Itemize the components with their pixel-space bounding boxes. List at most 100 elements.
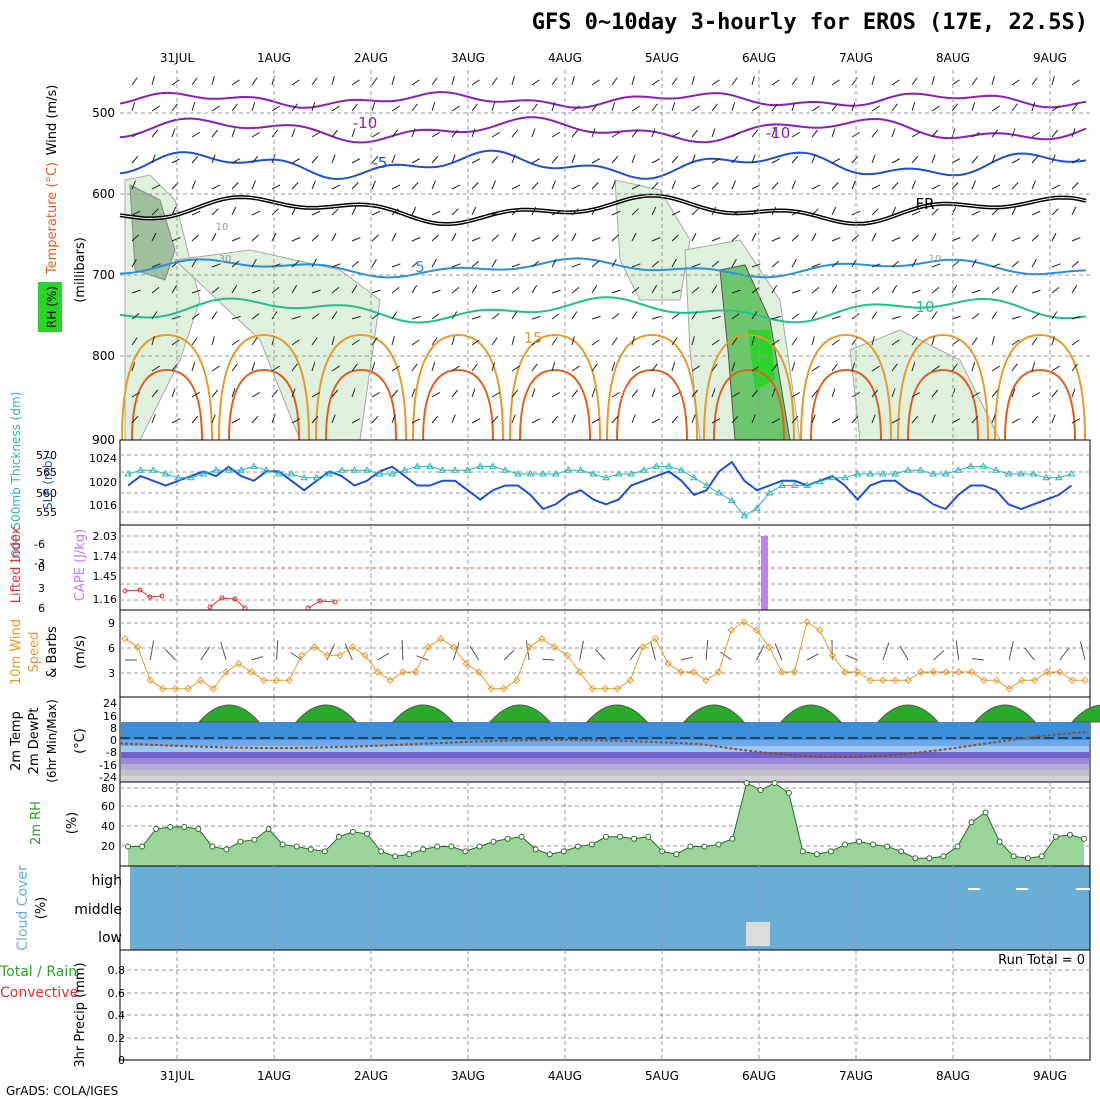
thickness-point [690, 473, 698, 481]
ytick-pressure: 900 [92, 433, 115, 447]
thickness-point [363, 466, 371, 473]
thickness-point [287, 470, 296, 477]
wind-barb [331, 263, 341, 268]
wind-barb [1071, 260, 1080, 268]
wind10-point [563, 651, 571, 660]
wind10-point [1056, 668, 1064, 676]
wind-barb [1011, 79, 1020, 86]
wind-barb [651, 315, 661, 320]
wind-barb [1031, 337, 1038, 346]
wind-barb [551, 415, 559, 424]
wind-barb [691, 365, 700, 372]
wind-barb [451, 184, 461, 190]
date-label-bottom: 3AUG [451, 1069, 485, 1083]
wind-barb [991, 389, 999, 398]
wind-barb [471, 206, 477, 216]
wind-barb [971, 313, 980, 320]
wind-barb [611, 391, 620, 398]
wind-barb [711, 206, 717, 216]
wind-barb [1071, 339, 1080, 346]
wind-barb [931, 389, 939, 398]
wind-barb [771, 315, 781, 320]
rh-point [406, 851, 413, 858]
wind-barb [191, 234, 199, 242]
isotherm-arch [519, 368, 591, 441]
rh-point [743, 780, 750, 787]
wind-barb [351, 182, 359, 190]
thickness-point [539, 470, 547, 477]
thickness-point [400, 466, 409, 473]
thickness-point [904, 466, 912, 473]
wind-barb [711, 260, 720, 268]
wind-barb [1011, 158, 1021, 164]
date-label-bottom: 7AUG [839, 1069, 873, 1083]
wind-barb [191, 313, 200, 320]
li-line [124, 589, 163, 598]
wind-barb [411, 388, 416, 398]
isotherm-arch [703, 333, 795, 441]
wind10-point [967, 668, 976, 676]
wind10-point [765, 643, 773, 651]
label-rh-unit: (%) [65, 812, 80, 835]
wind-barb [211, 414, 216, 424]
wind-barb [711, 285, 718, 294]
wind10-point [260, 676, 268, 685]
wind-barb [891, 363, 898, 372]
li-point [147, 594, 153, 600]
wind-barb [531, 158, 541, 164]
wind-barb [1071, 79, 1080, 86]
wind-barb [611, 289, 621, 294]
wind-barb [671, 155, 679, 164]
isotherm-arch [218, 333, 310, 441]
wind-barb [511, 129, 519, 138]
wind-barb [791, 234, 799, 242]
wind-barb [391, 154, 396, 164]
wind10-barb [845, 654, 858, 661]
isotherm-10 [119, 296, 1087, 324]
wind-barb [811, 208, 819, 216]
wind-barb [271, 389, 279, 398]
rh-shading [173, 249, 381, 441]
wind10-point [853, 668, 862, 676]
wind-barb [791, 77, 798, 86]
wind-barb [711, 363, 718, 372]
rh-point [856, 838, 863, 845]
wind-barb [711, 315, 721, 320]
wind-barb [811, 105, 820, 112]
ytick-pressure: 800 [92, 349, 115, 363]
wind-barb [531, 339, 540, 346]
wind-barb [571, 129, 579, 138]
wind-barb [471, 315, 481, 320]
wind-barb [851, 155, 859, 164]
wind-barb [631, 154, 636, 164]
wind-barb [491, 155, 499, 164]
ytick-thickness: 555 [36, 506, 57, 519]
wind-barb [811, 414, 816, 424]
wind-barb [411, 182, 419, 190]
wind-barb [491, 102, 496, 112]
wind-barb [311, 234, 319, 242]
wind-barb [231, 260, 240, 268]
wind-barb [391, 129, 399, 138]
isotherm-arch [810, 368, 882, 441]
ytick-thickness: 565 [36, 466, 57, 479]
wind-barb [1011, 260, 1020, 268]
rh-shading [849, 329, 1001, 441]
wind-barb [131, 102, 136, 112]
wind10-point [171, 684, 180, 693]
thickness-point [224, 466, 233, 473]
wind-barb [991, 311, 998, 320]
wind-barb [131, 362, 136, 372]
wind-barb [831, 128, 836, 138]
wind-barb [471, 363, 478, 372]
wind-barb [391, 76, 395, 86]
wind-barb [1071, 315, 1081, 320]
wind-barb [571, 287, 580, 294]
wind10-barb [579, 640, 584, 661]
contour-label: -10 [353, 114, 378, 132]
wind-barb [231, 363, 238, 372]
thickness-point [149, 466, 158, 473]
thickness-point [727, 496, 736, 504]
isotherm-arch [800, 333, 892, 441]
